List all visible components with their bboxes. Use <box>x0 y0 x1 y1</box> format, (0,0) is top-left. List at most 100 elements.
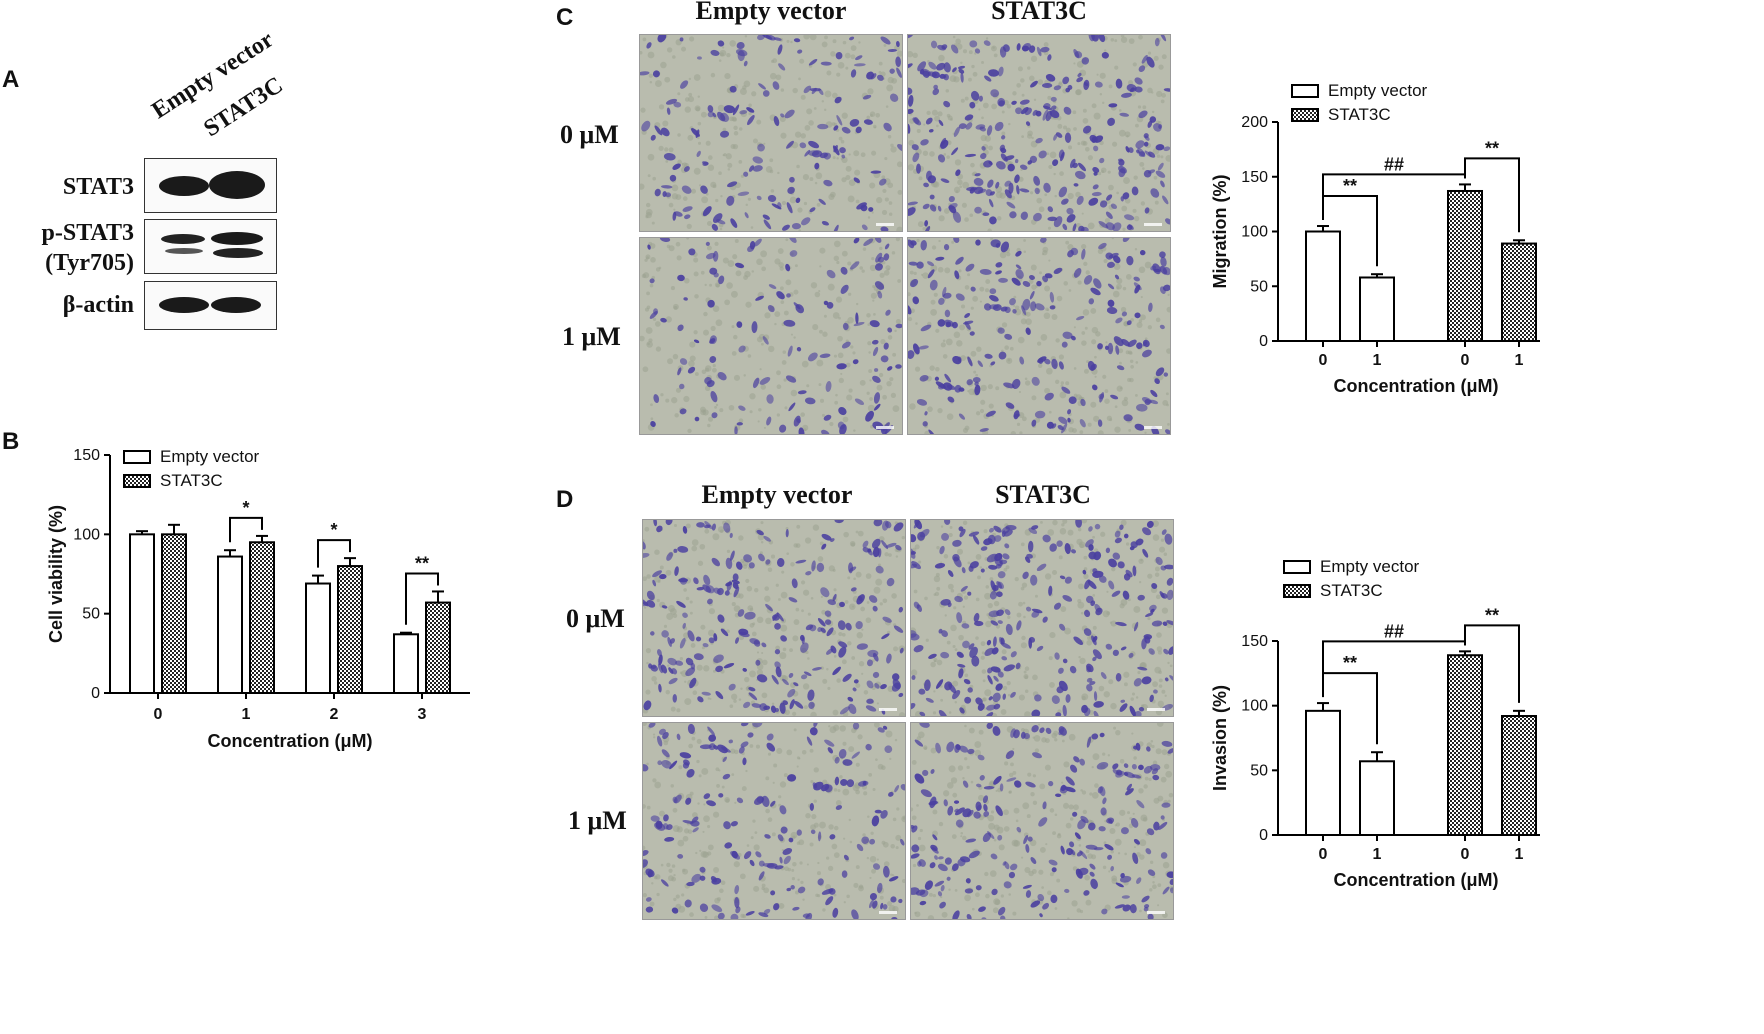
cell <box>922 421 928 427</box>
cell <box>730 913 739 919</box>
pore <box>876 702 879 705</box>
pore <box>873 124 877 129</box>
micrograph-c-empty-0 <box>639 34 903 232</box>
pore <box>706 192 709 196</box>
cell <box>954 270 960 280</box>
cell <box>908 304 912 315</box>
pore <box>1110 620 1117 627</box>
pore <box>646 661 649 665</box>
cell <box>1069 841 1075 848</box>
pore <box>879 895 884 900</box>
cell <box>757 143 765 152</box>
pore <box>871 868 876 874</box>
pore <box>833 893 837 897</box>
cell <box>964 114 974 121</box>
pore <box>1104 389 1109 393</box>
pore <box>1155 594 1161 600</box>
cell <box>1005 524 1017 531</box>
cell <box>985 189 993 197</box>
pore <box>1039 783 1046 790</box>
cell <box>1128 652 1134 658</box>
pore <box>733 861 740 868</box>
cell <box>1131 763 1137 770</box>
cell <box>1006 777 1017 782</box>
pore <box>814 291 821 298</box>
pore <box>940 525 944 528</box>
pore <box>1165 392 1169 396</box>
cell <box>990 361 996 366</box>
pore <box>1108 184 1114 191</box>
pore <box>813 767 819 773</box>
pore <box>954 889 958 892</box>
pore <box>642 37 647 42</box>
cell <box>882 904 888 910</box>
c-bar <box>1447 189 1483 342</box>
pore <box>1094 375 1097 378</box>
cell <box>749 240 756 250</box>
cell <box>853 63 866 67</box>
cell <box>944 520 951 525</box>
cell <box>1163 372 1169 377</box>
cell <box>762 862 775 868</box>
pore <box>693 74 701 81</box>
cell <box>1066 207 1074 215</box>
b-bar <box>129 533 155 695</box>
cell <box>1076 851 1083 857</box>
cell <box>1030 857 1037 864</box>
cell <box>1058 186 1068 198</box>
cell <box>977 360 983 368</box>
pore <box>697 95 700 98</box>
pore <box>934 591 940 597</box>
cell <box>1070 247 1079 256</box>
d-legend-label: Empty vector <box>1320 557 1420 576</box>
pore <box>846 394 853 401</box>
cell <box>779 856 783 864</box>
pore <box>1158 64 1164 70</box>
cell <box>1080 815 1089 824</box>
cell <box>1029 636 1036 643</box>
b-x-tick-label: 1 <box>242 706 251 723</box>
pore <box>744 676 750 683</box>
pore <box>778 598 781 601</box>
pore <box>749 744 754 748</box>
pore <box>961 202 967 208</box>
cell <box>770 800 776 807</box>
cell <box>713 587 721 594</box>
pore <box>667 358 674 365</box>
cell <box>709 356 717 363</box>
cell <box>1089 871 1095 877</box>
cell <box>1155 556 1163 566</box>
cell <box>871 815 880 827</box>
pore <box>769 169 774 174</box>
pore <box>1114 65 1119 70</box>
cell <box>746 107 755 113</box>
cell <box>1153 821 1160 831</box>
pore <box>729 116 734 122</box>
cell <box>1010 728 1016 738</box>
cell <box>924 679 931 692</box>
cell <box>1136 877 1142 884</box>
pore <box>1079 430 1084 434</box>
pore <box>1079 657 1086 665</box>
pore <box>774 258 781 265</box>
pore <box>1123 396 1128 401</box>
cell <box>1067 417 1071 423</box>
cell <box>863 119 873 125</box>
pore <box>847 292 852 296</box>
cell <box>952 553 960 562</box>
cell <box>1146 828 1155 836</box>
cell <box>946 741 955 753</box>
cell <box>979 427 989 432</box>
row-label-0um-c: 0 μM <box>560 120 619 149</box>
cell <box>1115 78 1123 89</box>
cell <box>1147 913 1154 919</box>
cell <box>745 910 755 916</box>
cell <box>939 545 945 555</box>
cell <box>711 557 721 567</box>
pore <box>643 606 647 609</box>
cell <box>725 581 733 587</box>
cell <box>1142 527 1152 536</box>
cell <box>1118 165 1127 174</box>
pore <box>712 363 716 368</box>
cell <box>883 253 890 261</box>
